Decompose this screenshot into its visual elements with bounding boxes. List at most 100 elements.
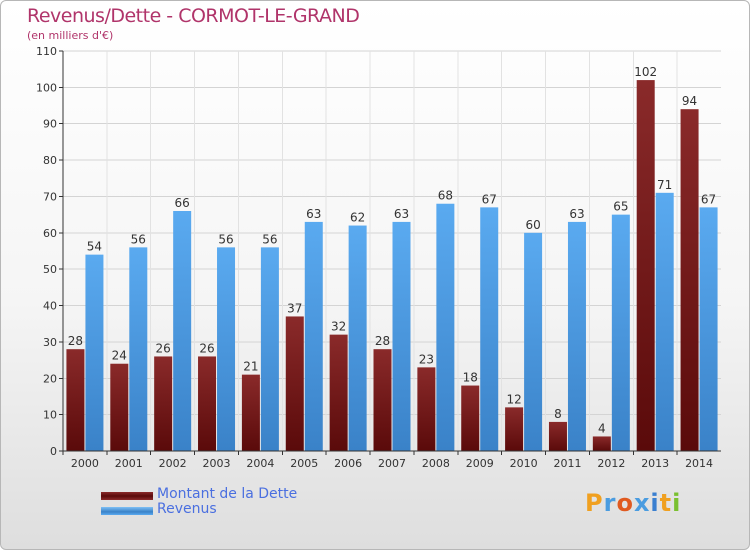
legend-label-dette: Montant de la Dette [157,486,298,502]
bar-dette-2011 [548,421,567,451]
proxiti-logo: Proxiti [585,489,681,517]
value-label-dette-2006: 32 [331,320,346,334]
logo-letter: o [616,489,634,517]
value-label-dette-2011: 8 [554,407,562,421]
value-label-dette-2010: 12 [506,392,521,406]
x-tick-label-2006: 2006 [334,457,362,470]
bar-revenus-2003 [217,247,236,451]
y-tick-label: 80 [43,154,57,167]
x-tick-label-2000: 2000 [71,457,99,470]
bar-dette-2000 [66,349,85,451]
x-tick-label-2007: 2007 [378,457,406,470]
legend-label-revenus: Revenus [157,501,217,517]
x-tick-label-2005: 2005 [290,457,318,470]
bar-revenus-2008 [436,203,455,451]
x-tick-label-2001: 2001 [115,457,143,470]
value-label-revenus-2011: 63 [569,207,584,221]
logo-letter: i [672,489,682,517]
chart-title: Revenus/Dette - CORMOT-LE-GRAND [27,5,360,27]
value-label-dette-2004: 21 [243,360,258,374]
value-label-dette-2014: 94 [682,94,697,108]
bar-revenus-2002 [173,211,192,451]
y-tick-label: 60 [43,227,57,240]
y-tick-label: 10 [43,409,57,422]
bar-revenus-2006 [348,225,367,451]
value-label-dette-2013: 102 [634,65,657,79]
value-label-revenus-2006: 62 [350,211,365,225]
logo-letter: x [633,489,651,517]
logo-letter: r [603,489,617,517]
value-label-revenus-2010: 60 [525,218,540,232]
bar-dette-2009 [461,385,480,451]
legend-swatch-dette [101,492,153,500]
value-label-dette-2007: 28 [375,334,390,348]
bar-revenus-2014 [699,207,718,451]
legend-swatch-revenus [101,507,153,515]
bar-revenus-2000 [85,254,104,451]
y-tick-label: 20 [43,372,57,385]
value-label-dette-2005: 37 [287,301,302,315]
grid-lines [63,50,721,452]
value-label-revenus-2013: 71 [657,178,672,192]
bar-revenus-2013 [655,192,674,451]
x-tick-label-2009: 2009 [466,457,494,470]
value-label-revenus-2001: 56 [131,232,146,246]
bar-dette-2006 [329,334,348,451]
value-label-revenus-2008: 68 [438,189,453,203]
bar-dette-2010 [505,407,524,451]
bar-dette-2002 [154,356,173,451]
bar-dette-2012 [592,436,611,451]
y-tick-label: 90 [43,118,57,131]
axes: 0 10 20 30 40 50 60 70 80 90 100 110 2000 2001 2002 200… [36,45,721,470]
value-label-revenus-2000: 54 [87,240,102,254]
bar-dette-2005 [285,316,304,451]
bar-dette-2013 [636,80,655,451]
y-tick-label: 100 [36,81,57,94]
logo-letter: t [659,489,673,517]
x-tick-label-2011: 2011 [553,457,581,470]
y-tick-label: 0 [50,445,57,458]
bars [66,80,718,451]
bar-revenus-2007 [392,221,411,451]
x-tick-label-2003: 2003 [203,457,231,470]
bar-revenus-2009 [480,207,499,451]
x-tick-label-2002: 2002 [159,457,187,470]
bar-revenus-2004 [260,247,279,451]
value-label-revenus-2003: 56 [218,232,233,246]
value-label-dette-2003: 26 [199,341,214,355]
y-tick-label: 50 [43,263,57,276]
value-label-revenus-2004: 56 [262,232,277,246]
value-label-revenus-2012: 65 [613,200,628,214]
bar-revenus-2012 [611,214,630,451]
x-tick-label-2004: 2004 [246,457,274,470]
value-label-dette-2012: 4 [598,421,606,435]
value-label-revenus-2002: 66 [175,196,190,210]
value-label-revenus-2005: 63 [306,207,321,221]
logo-letter: P [585,489,604,517]
y-tick-label: 70 [43,190,57,203]
y-tick-label: 110 [36,45,57,58]
y-tick-label: 40 [43,300,57,313]
value-label-dette-2009: 18 [463,371,478,385]
bar-dette-2004 [241,374,260,451]
bar-revenus-2010 [524,232,543,451]
bar-revenus-2011 [567,221,586,451]
x-tick-label-2013: 2013 [641,457,669,470]
bar-dette-2014 [680,109,699,451]
logo-letter: i [650,489,660,517]
x-tick-label-2014: 2014 [685,457,713,470]
value-label-dette-2008: 23 [419,352,434,366]
bar-dette-2001 [110,363,129,451]
value-label-revenus-2009: 67 [482,192,497,206]
x-tick-label-2012: 2012 [597,457,625,470]
value-label-dette-2001: 24 [112,349,127,363]
value-labels: 28 54 24 56 26 66 26 56 21 56 37 63 32 62 28 63 23 68 18 67… [68,65,716,435]
chart-subtitle: (en milliers d'€) [27,29,114,42]
y-tick-label: 30 [43,336,57,349]
value-label-dette-2000: 28 [68,334,83,348]
bar-dette-2008 [417,367,436,451]
bar-dette-2007 [373,349,392,451]
x-tick-label-2008: 2008 [422,457,450,470]
